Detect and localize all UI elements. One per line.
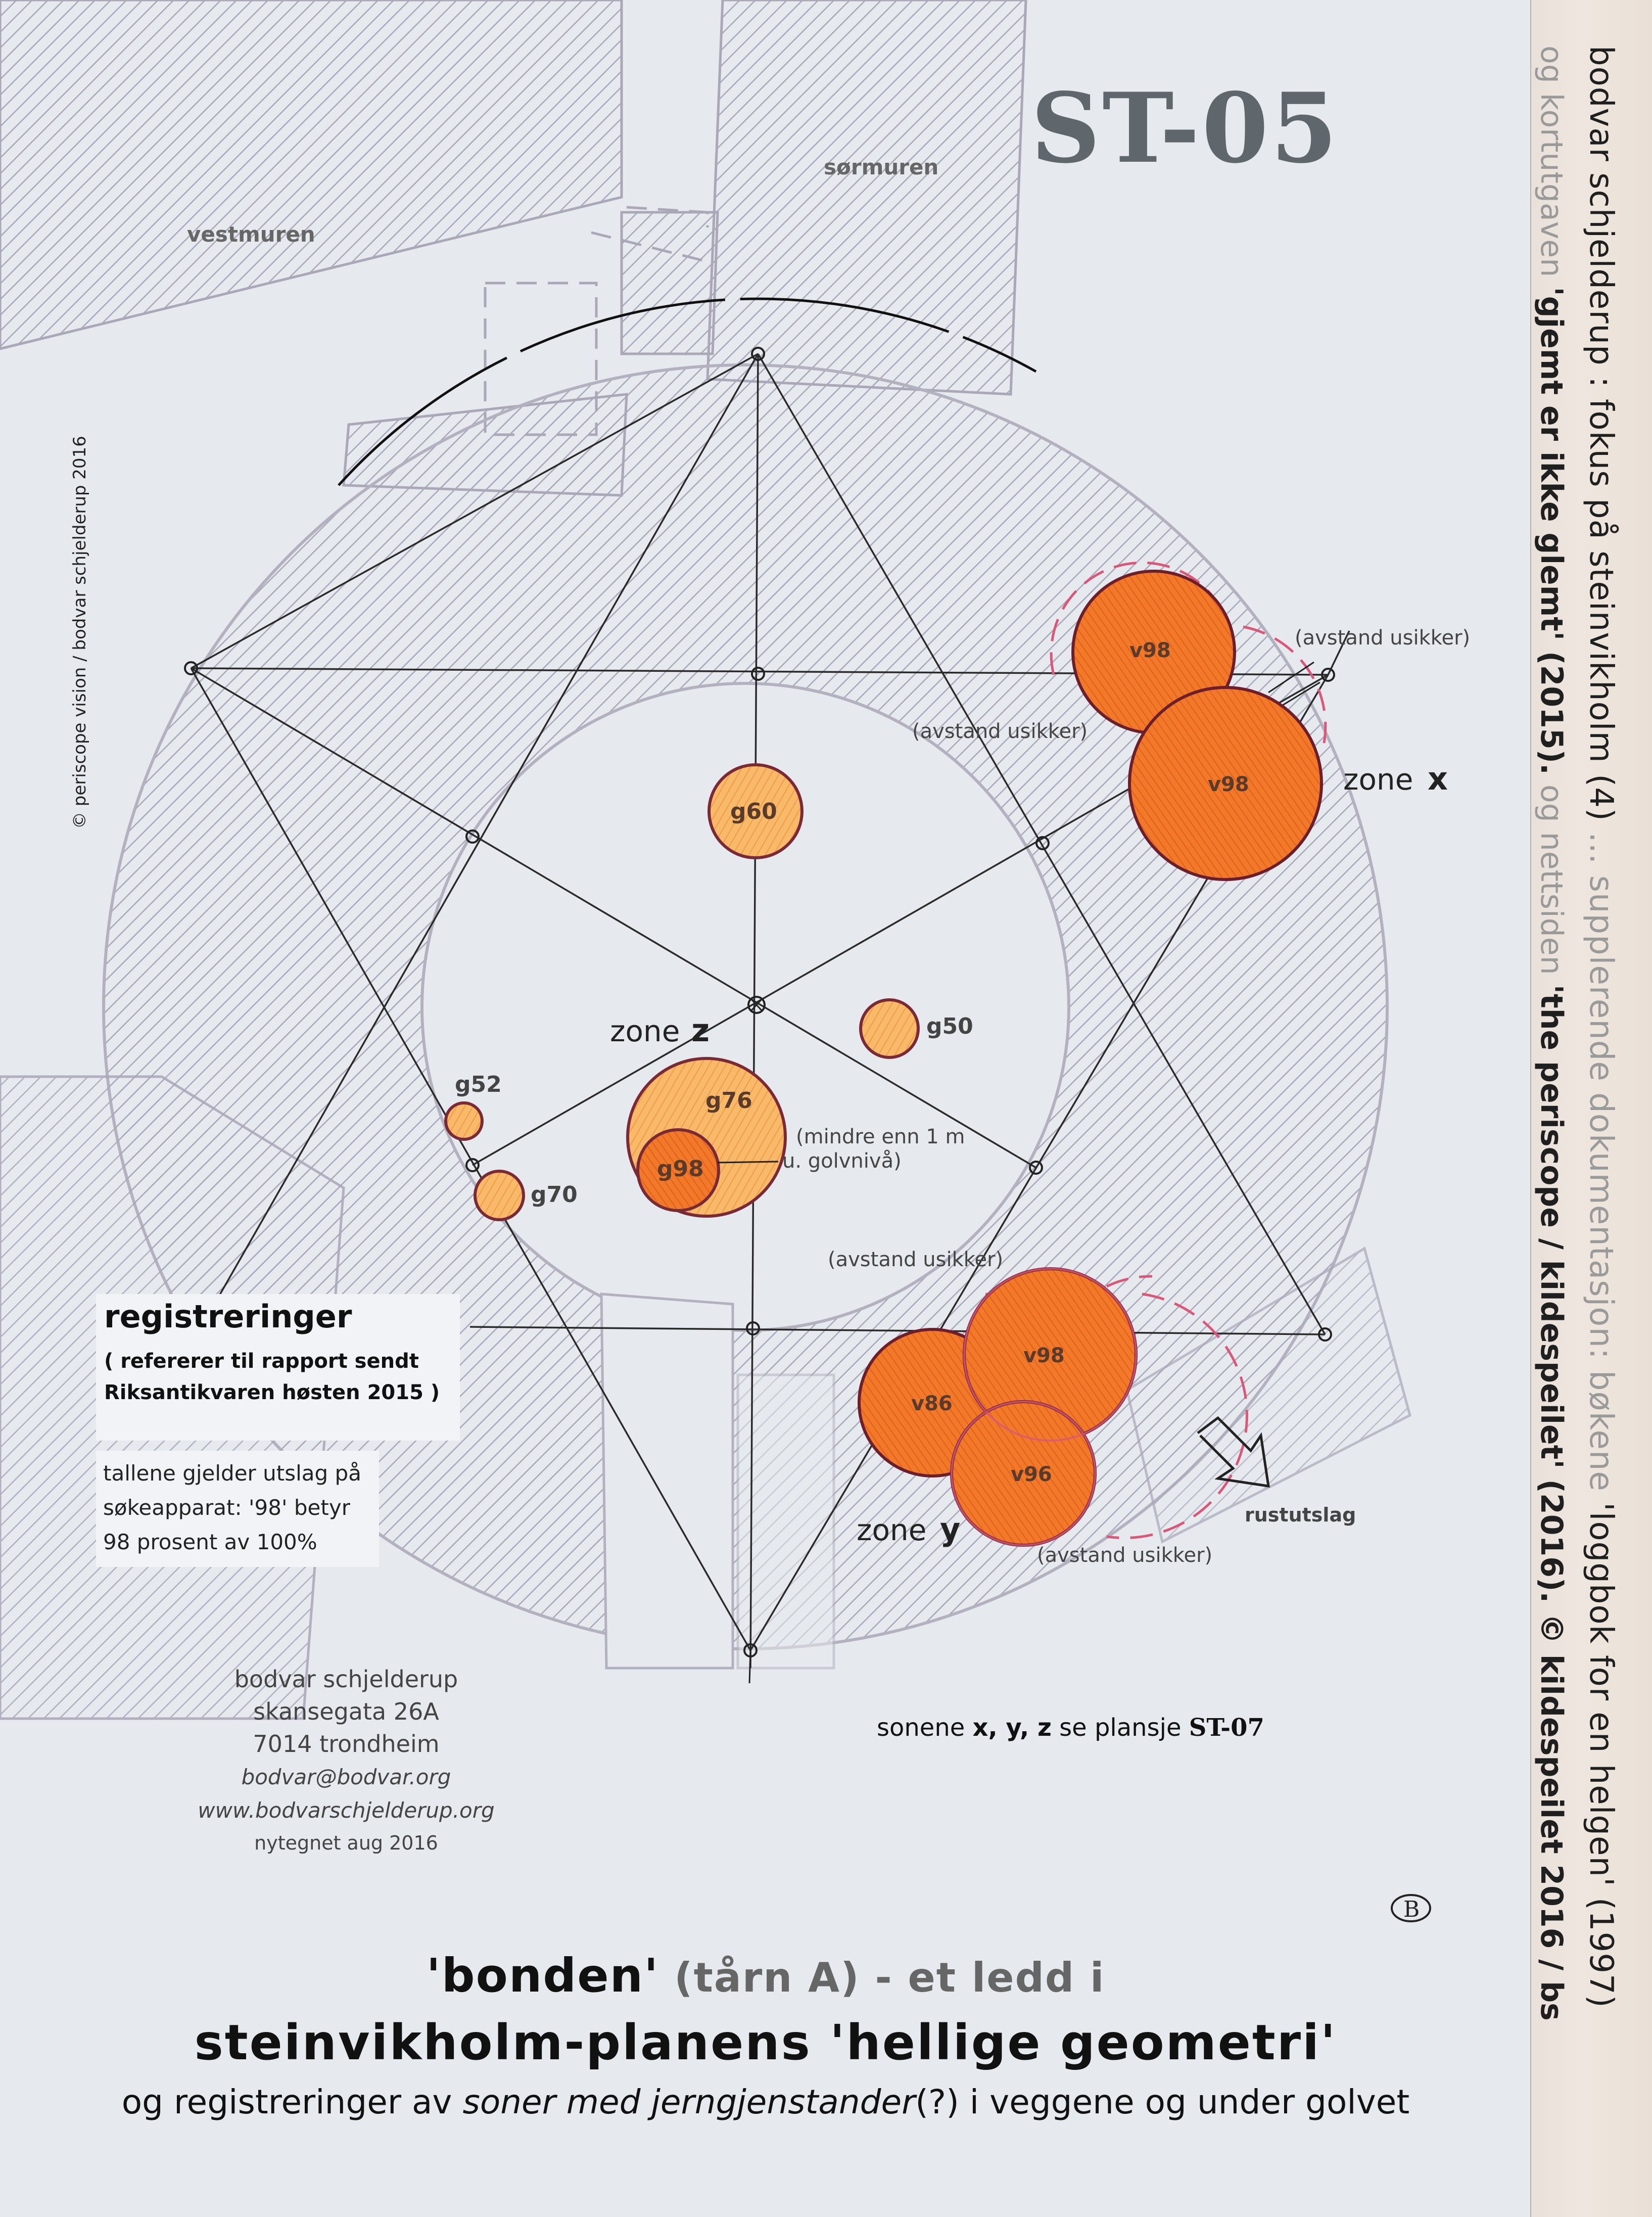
side-banner-line-2: og kortutgaven 'gjemt er ikke glemt' (20…: [1534, 45, 1569, 2021]
floor-plan-diagram: B v98 v98 g60 g50 g52 g70 g76 g98 v98 v8…: [0, 0, 1470, 1922]
title-bonden: 'bonden': [426, 1949, 659, 2003]
side-banner: bodvar schjelderup : fokus på steinvikho…: [1530, 0, 1652, 2217]
label-g50: g50: [926, 1013, 973, 1039]
zone-z-word: zone: [610, 1014, 680, 1048]
wall-west-label: vestmuren: [187, 222, 315, 247]
note-below-floor-2: u. golvnivå): [782, 1149, 902, 1173]
sheet-id: ST-05: [1031, 72, 1339, 184]
label-v98-x1: v98: [1129, 639, 1171, 662]
title-line-3-a: og registreringer av: [121, 2083, 463, 2121]
zones-ref-letters: x, y, z: [972, 1714, 1052, 1742]
title-line-3-b: soner med jerngjenstander: [462, 2083, 916, 2121]
zone-y-word: zone: [857, 1513, 926, 1547]
registrations-note-box: tallene gjelder utslag på søkeapparat: '…: [96, 1451, 379, 1567]
title-line-1-rest: (tårn A) - et ledd i: [659, 1954, 1105, 2001]
title-line-3-c: (?) i veggene og under golvet: [915, 2083, 1410, 2121]
registrations-box: registreringer ( refererer til rapport s…: [96, 1294, 460, 1441]
zone-z-letter: z: [691, 1012, 710, 1049]
zones-ref-prefix: sonene: [877, 1714, 973, 1742]
label-g52: g52: [455, 1072, 502, 1097]
rust-arrow: [1197, 1416, 1270, 1488]
side-banner-line-1: bodvar schjelderup : fokus på steinvikho…: [1582, 45, 1620, 2008]
side-line-2-b: 'gjemt er ikke glemt' (2015).: [1534, 287, 1569, 775]
zone-y-letter: y: [940, 1511, 960, 1548]
address-name: bodvar schjelderup: [234, 1666, 458, 1693]
label-v98-x2: v98: [1208, 773, 1249, 796]
label-g70: g70: [531, 1182, 578, 1208]
registrations-note-2: søkeapparat: '98' betyr: [103, 1495, 350, 1520]
mark-b: B: [1403, 1897, 1420, 1922]
label-v98-y: v98: [1023, 1344, 1065, 1367]
address-block: bodvar schjelderup skansegata 26A 7014 t…: [182, 1663, 510, 1859]
side-line-2-c: og nettsiden: [1534, 774, 1569, 985]
geometry-nodes: [184, 347, 1335, 1657]
zone-x-letter: x: [1428, 760, 1448, 797]
mark-b-circle: [1391, 1894, 1431, 1922]
title-line-2: steinvikholm-planens 'hellige geometri': [194, 2014, 1337, 2071]
note-rust: rustutslag: [1245, 1504, 1356, 1526]
registrations-note-1: tallene gjelder utslag på: [103, 1461, 361, 1486]
label-g76: g76: [705, 1088, 752, 1114]
label-g60: g60: [730, 799, 777, 824]
registrations-note-3: 98 prosent av 100%: [103, 1530, 317, 1554]
wall-south-label: sørmuren: [824, 155, 938, 179]
zones-reference: sonene x, y, z se plansje ST-07: [877, 1714, 1264, 1742]
label-v96: v96: [1011, 1463, 1052, 1486]
find-g60: [707, 763, 804, 859]
note-uncertain-4: (avstand usikker): [1037, 1544, 1212, 1567]
address-date: nytegnet aug 2016: [254, 1832, 438, 1854]
side-line-1-c: 'loggbok for en helgen' (1997): [1582, 1502, 1620, 2008]
find-g52: [444, 1101, 484, 1141]
registrations-ref-1: ( refererer til rapport sendt: [104, 1350, 419, 1373]
zones-ref-sheet: ST-07: [1189, 1714, 1264, 1742]
find-g70: [474, 1170, 525, 1221]
title-line-1: 'bonden' (tårn A) - et ledd i: [0, 1949, 1531, 2003]
note-uncertain-2: (avstand usikker): [912, 720, 1088, 743]
title-line-3: og registreringer av soner med jerngjens…: [0, 2083, 1531, 2121]
note-uncertain-3: (avstand usikker): [828, 1248, 1003, 1271]
copyright-vertical: © periscope vision / bodvar schjelderup …: [70, 436, 90, 829]
side-line-2-e: © kildespeilet 2016 / bs: [1534, 1603, 1569, 2021]
side-line-1-a: bodvar schjelderup : fokus på steinvikho…: [1582, 45, 1620, 833]
side-line-1-b: ... supplerende dokumentasjon: bøkene: [1582, 832, 1620, 1503]
address-city: 7014 trondheim: [253, 1730, 440, 1758]
label-g98: g98: [657, 1156, 704, 1182]
note-uncertain-1: (avstand usikker): [1295, 626, 1470, 650]
label-v86: v86: [911, 1392, 953, 1415]
side-line-2-d: 'the periscope / kildespeilet' (2016).: [1534, 984, 1569, 1603]
registrations-heading: registreringer: [104, 1298, 352, 1335]
find-g50: [859, 998, 920, 1059]
address-email: bodvar@bodvar.org: [241, 1765, 451, 1789]
inner-room: [420, 682, 1070, 1332]
zone-x-word: zone: [1343, 762, 1413, 797]
registrations-ref-2: Riksantikvaren høsten 2015 ): [104, 1381, 440, 1404]
zones-ref-mid: se plansje: [1051, 1714, 1189, 1742]
address-web: www.bodvarschjelderup.org: [198, 1798, 495, 1823]
address-street: skansegata 26A: [253, 1698, 439, 1725]
side-line-2-a: og kortutgaven: [1534, 45, 1569, 287]
find-g98: [636, 1128, 720, 1212]
find-v98-x2: [1128, 686, 1323, 881]
note-below-floor-1: (mindre enn 1 m: [796, 1125, 965, 1148]
